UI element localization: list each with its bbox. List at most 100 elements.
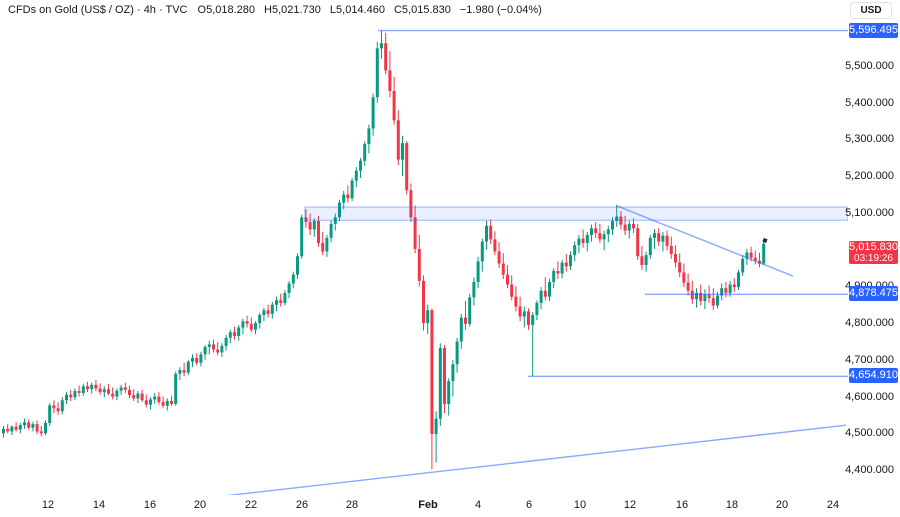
candle-body bbox=[254, 323, 257, 330]
candle-body bbox=[657, 233, 661, 242]
chart-pane[interactable] bbox=[0, 0, 848, 495]
candle-body bbox=[60, 400, 64, 412]
time-tick-label: 4 bbox=[474, 499, 482, 511]
candle-body bbox=[195, 357, 199, 363]
candle-body bbox=[577, 238, 581, 246]
candle-body bbox=[237, 327, 241, 336]
candle-body bbox=[333, 217, 337, 224]
candle-body bbox=[472, 281, 476, 298]
candle-body bbox=[10, 426, 14, 432]
candle-body bbox=[501, 263, 505, 275]
candle-body bbox=[380, 43, 383, 49]
candle-body bbox=[186, 361, 190, 373]
price-tick-label: 5,300.000 bbox=[845, 133, 894, 146]
candle-body bbox=[266, 310, 270, 314]
candle-body bbox=[388, 70, 392, 91]
candle-body bbox=[384, 43, 388, 71]
candlestick-plot[interactable] bbox=[0, 0, 848, 495]
candle-body bbox=[2, 428, 5, 434]
candle-body bbox=[720, 288, 724, 296]
candle-body bbox=[107, 389, 110, 394]
candle-body bbox=[674, 254, 677, 263]
candle-body bbox=[90, 384, 94, 390]
candle-body bbox=[451, 364, 455, 382]
candle-body bbox=[581, 238, 585, 244]
candle-body bbox=[480, 241, 484, 262]
candle-body bbox=[653, 233, 656, 238]
candle-body bbox=[669, 245, 673, 255]
candle-body bbox=[627, 223, 631, 231]
candle-body bbox=[506, 274, 509, 285]
candle-body bbox=[564, 262, 568, 267]
ohlc-change: −1.980 (−0.04%) bbox=[459, 4, 542, 16]
price-tick-label: 5,400.000 bbox=[845, 96, 894, 109]
time-scale[interactable]: 12 14 16 20 22 26 28 Feb 4 6 10 12 16 18 20 24 bbox=[0, 495, 848, 517]
candle-body bbox=[48, 405, 52, 423]
candle-body bbox=[359, 160, 362, 171]
candle-body bbox=[396, 120, 400, 160]
time-tick-label: 18 bbox=[725, 499, 739, 511]
candle-body bbox=[220, 345, 224, 353]
candle-body bbox=[14, 426, 18, 430]
candle-body bbox=[468, 297, 472, 324]
price-level-badge: 4,654.910 bbox=[849, 368, 898, 384]
candle-body bbox=[354, 170, 358, 181]
price-tick-label: 5,500.000 bbox=[845, 60, 894, 72]
candle-body bbox=[207, 344, 211, 347]
candle-body bbox=[123, 387, 127, 390]
candle-body bbox=[81, 386, 85, 393]
candle-body bbox=[695, 292, 698, 300]
trendline-ascending-support[interactable] bbox=[197, 424, 847, 495]
candle-body bbox=[325, 237, 329, 252]
candle-body bbox=[455, 341, 459, 365]
candle-body bbox=[245, 321, 249, 324]
candle-body bbox=[489, 225, 493, 240]
resistance-band[interactable] bbox=[304, 206, 848, 221]
ohlc-close: C5,015.830 bbox=[393, 4, 451, 16]
candle-body bbox=[203, 346, 207, 355]
candle-body bbox=[430, 310, 434, 435]
candle-body bbox=[132, 395, 136, 399]
candle-body bbox=[342, 194, 346, 203]
price-scale[interactable]: USD 5,500.000 5,400.000 5,300.000 5,200.000… bbox=[845, 0, 900, 495]
currency-toggle[interactable]: USD bbox=[850, 2, 892, 19]
candle-body bbox=[606, 229, 610, 235]
time-tick-label: 12 bbox=[623, 499, 637, 511]
candle-body bbox=[115, 390, 119, 397]
candle-body bbox=[69, 394, 73, 398]
candle-body bbox=[405, 143, 409, 191]
time-tick-label: 6 bbox=[525, 499, 533, 511]
candle-body bbox=[623, 224, 627, 231]
candle-body bbox=[65, 394, 68, 401]
symbol-title[interactable]: CFDs on Gold (US$ / OZ) · 4h · TVC bbox=[8, 4, 188, 16]
candle-body bbox=[426, 310, 430, 324]
price-level-badge: 5,596.495 bbox=[849, 22, 898, 38]
candle-body bbox=[86, 386, 89, 390]
candle-body bbox=[543, 290, 547, 297]
candle-body bbox=[317, 220, 320, 244]
candle-body bbox=[518, 306, 522, 317]
candle-body bbox=[56, 408, 60, 412]
candle-body bbox=[745, 252, 749, 259]
candle-body bbox=[308, 222, 312, 230]
candle-body bbox=[552, 270, 556, 282]
candle-body bbox=[615, 216, 619, 221]
candle-body bbox=[157, 396, 161, 403]
ohlc-open: O5,018.280 bbox=[197, 4, 256, 16]
candle-body bbox=[270, 304, 274, 314]
candle-body bbox=[690, 290, 694, 300]
candle-body bbox=[39, 431, 43, 434]
ohlc-high: H5,021.730 bbox=[264, 4, 321, 16]
candle-body bbox=[527, 311, 530, 325]
ohlc-low: L5,014.460 bbox=[329, 4, 385, 16]
candle-body bbox=[296, 256, 299, 275]
trendline-descending-resistance[interactable] bbox=[616, 205, 794, 277]
candle-body bbox=[598, 233, 602, 240]
candle-body bbox=[224, 337, 228, 346]
candle-body bbox=[438, 348, 442, 419]
time-tick-label: Feb bbox=[418, 499, 438, 511]
last-price-marker bbox=[762, 237, 768, 244]
price-tick-label: 5,100.000 bbox=[845, 206, 894, 219]
candle-body bbox=[602, 234, 606, 240]
candle-body bbox=[153, 396, 157, 400]
